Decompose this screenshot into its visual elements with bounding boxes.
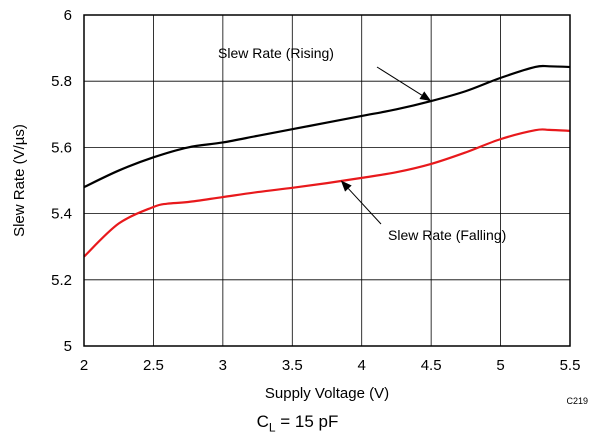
y-tick-label: 5.8 — [51, 73, 72, 90]
caption-main: C — [256, 412, 269, 431]
x-tick-label: 4.5 — [421, 357, 442, 374]
annotation-arrowhead — [340, 180, 352, 192]
y-tick-label: 5.6 — [51, 139, 72, 156]
annotation-label-falling: Slew Rate (Falling) — [388, 227, 506, 243]
series-line-falling — [83, 128, 571, 258]
caption-rest: = 15 pF — [275, 412, 339, 431]
annotations: Slew Rate (Rising) Slew Rate (Falling) — [218, 45, 506, 243]
x-axis-label: Supply Voltage (V) — [265, 385, 389, 402]
x-tick-label: 5 — [496, 357, 504, 374]
x-tick-label: 2.5 — [143, 357, 164, 374]
series-layer — [83, 64, 571, 258]
y-tick-label: 5.2 — [51, 272, 72, 289]
series-line-rising — [83, 64, 571, 189]
figure-code: C219 — [566, 396, 588, 406]
y-tick-label: 6 — [64, 7, 72, 24]
x-tick-label: 2 — [80, 357, 88, 374]
y-tick-labels: 5 5.2 5.4 5.6 5.8 6 — [51, 7, 72, 355]
y-axis-label: Slew Rate (V/µs) — [11, 124, 28, 237]
x-tick-label: 4 — [358, 357, 366, 374]
caption-subscript: L — [268, 420, 276, 435]
y-tick-label: 5.4 — [51, 206, 72, 223]
annotation-label-rising: Slew Rate (Rising) — [218, 45, 334, 61]
x-tick-labels: 2 2.5 3 3.5 4 4.5 5 5.5 — [80, 357, 581, 374]
annotation-arrowhead — [419, 91, 432, 102]
x-tick-label: 3 — [219, 357, 227, 374]
annotation-leader-line — [376, 66, 423, 96]
annotation-leader-line — [347, 188, 382, 225]
y-tick-label: 5 — [64, 338, 72, 355]
x-tick-label: 3.5 — [282, 357, 303, 374]
grid — [83, 14, 571, 347]
x-tick-label: 5.5 — [560, 357, 581, 374]
plot-frame — [83, 14, 571, 347]
load-capacitance-caption: CL = 15 pF — [0, 412, 595, 434]
